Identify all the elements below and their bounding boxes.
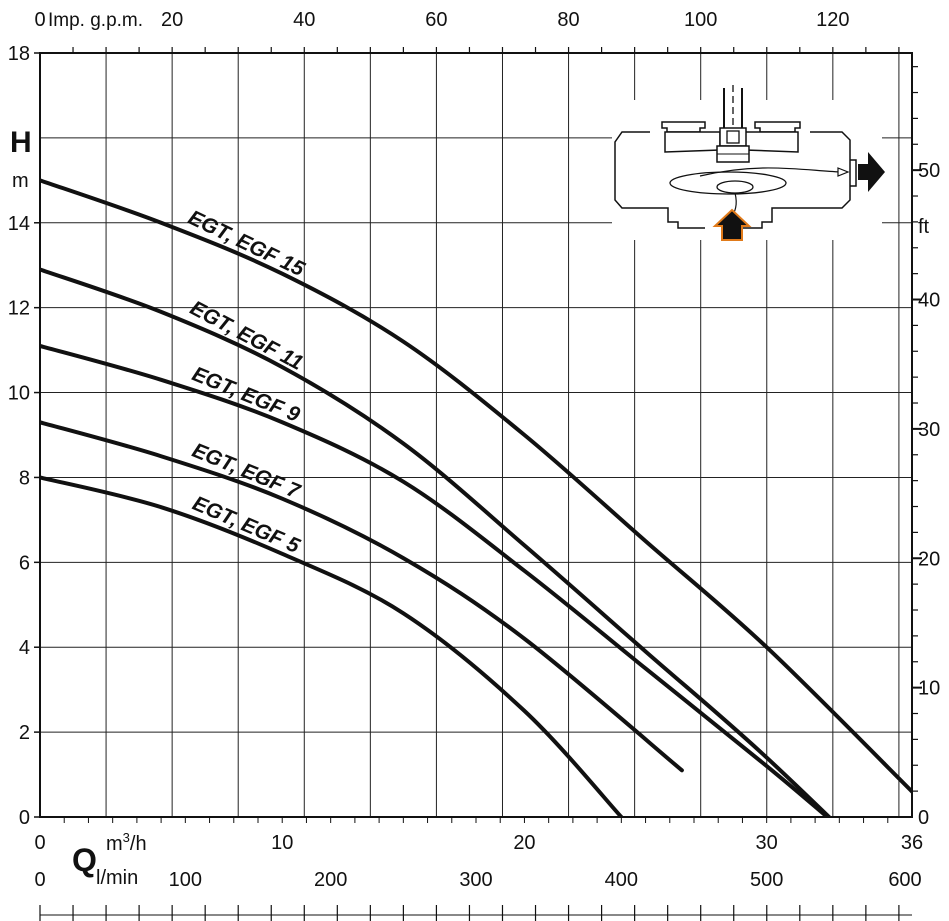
right-axis-unit: ft xyxy=(918,216,930,238)
y-tick-label: 6 xyxy=(19,552,30,574)
top-axis-ticks: 0 20 40 60 80 100 120 xyxy=(34,9,900,53)
y-tick-label: 12 xyxy=(8,298,30,320)
m3h-unit: m3/h xyxy=(106,830,147,855)
y-tick-label: 4 xyxy=(19,637,30,659)
ft-tick-label: 30 xyxy=(918,419,940,441)
lmin-unit: l/min xyxy=(96,867,138,889)
bottom-axis-ticks-lmin: 0 100 200 300 400 500 600 xyxy=(34,869,921,891)
lmin-tick-label: 300 xyxy=(459,869,492,891)
q-symbol: Q xyxy=(72,842,97,878)
y-axis-unit: m xyxy=(12,170,29,192)
ft-tick-label: 0 xyxy=(918,807,929,829)
curve-label: EGT, EGF 11 xyxy=(186,297,306,375)
lmin-tick-label: 0 xyxy=(34,869,45,891)
gpm-tick-label: 80 xyxy=(557,9,579,31)
curve-line xyxy=(40,343,830,817)
y-axis-symbol: H xyxy=(10,126,32,159)
m3h-tick-label: 20 xyxy=(513,832,535,854)
lmin-tick-label: 400 xyxy=(605,869,638,891)
ft-tick-label: 40 xyxy=(918,290,940,312)
top-axis-unit: Imp. g.p.m. xyxy=(48,10,143,31)
lmin-tick-label: 200 xyxy=(314,869,347,891)
m3h-tick-label: 10 xyxy=(271,832,293,854)
pump-installation-sketch xyxy=(612,85,885,241)
gpm-tick-label: 60 xyxy=(425,9,447,31)
curve-line xyxy=(40,420,684,773)
y-tick-label: 2 xyxy=(19,722,30,744)
ft-tick-label: 50 xyxy=(918,160,940,182)
y-tick-label: 14 xyxy=(8,213,30,235)
gpm-tick-label: 0 xyxy=(34,9,45,31)
curves xyxy=(40,178,912,817)
curve-line xyxy=(40,475,624,817)
m3h-tick-label: 36 xyxy=(901,832,923,854)
curve-label: EGT, EGF 15 xyxy=(185,206,309,281)
bottom-secondary-scale xyxy=(39,905,912,921)
gpm-tick-label: 100 xyxy=(684,9,717,31)
lmin-tick-label: 500 xyxy=(750,869,783,891)
m3h-tick-label: 30 xyxy=(756,832,778,854)
lmin-tick-label: 100 xyxy=(169,869,202,891)
y-tick-label: 10 xyxy=(8,383,30,405)
ft-tick-label: 20 xyxy=(918,548,940,570)
lmin-tick-label: 600 xyxy=(888,869,921,891)
left-axis-ticks: 0 2 4 6 8 10 12 14 18 xyxy=(8,43,40,829)
gpm-tick-label: 20 xyxy=(161,9,183,31)
y-tick-label: 18 xyxy=(8,43,30,65)
m3h-tick-label: 0 xyxy=(34,832,45,854)
curve-line xyxy=(40,267,832,817)
right-axis-ticks: 0 10 20 30 40 50 xyxy=(912,66,940,829)
ft-tick-label: 10 xyxy=(918,678,940,700)
gpm-tick-label: 120 xyxy=(816,9,849,31)
gpm-tick-label: 40 xyxy=(293,9,315,31)
y-tick-label: 0 xyxy=(19,807,30,829)
bottom-axis-ticks-m3h: 0 10 20 30 36 xyxy=(34,817,923,854)
curve-line xyxy=(40,178,912,794)
y-tick-label: 8 xyxy=(19,467,30,489)
